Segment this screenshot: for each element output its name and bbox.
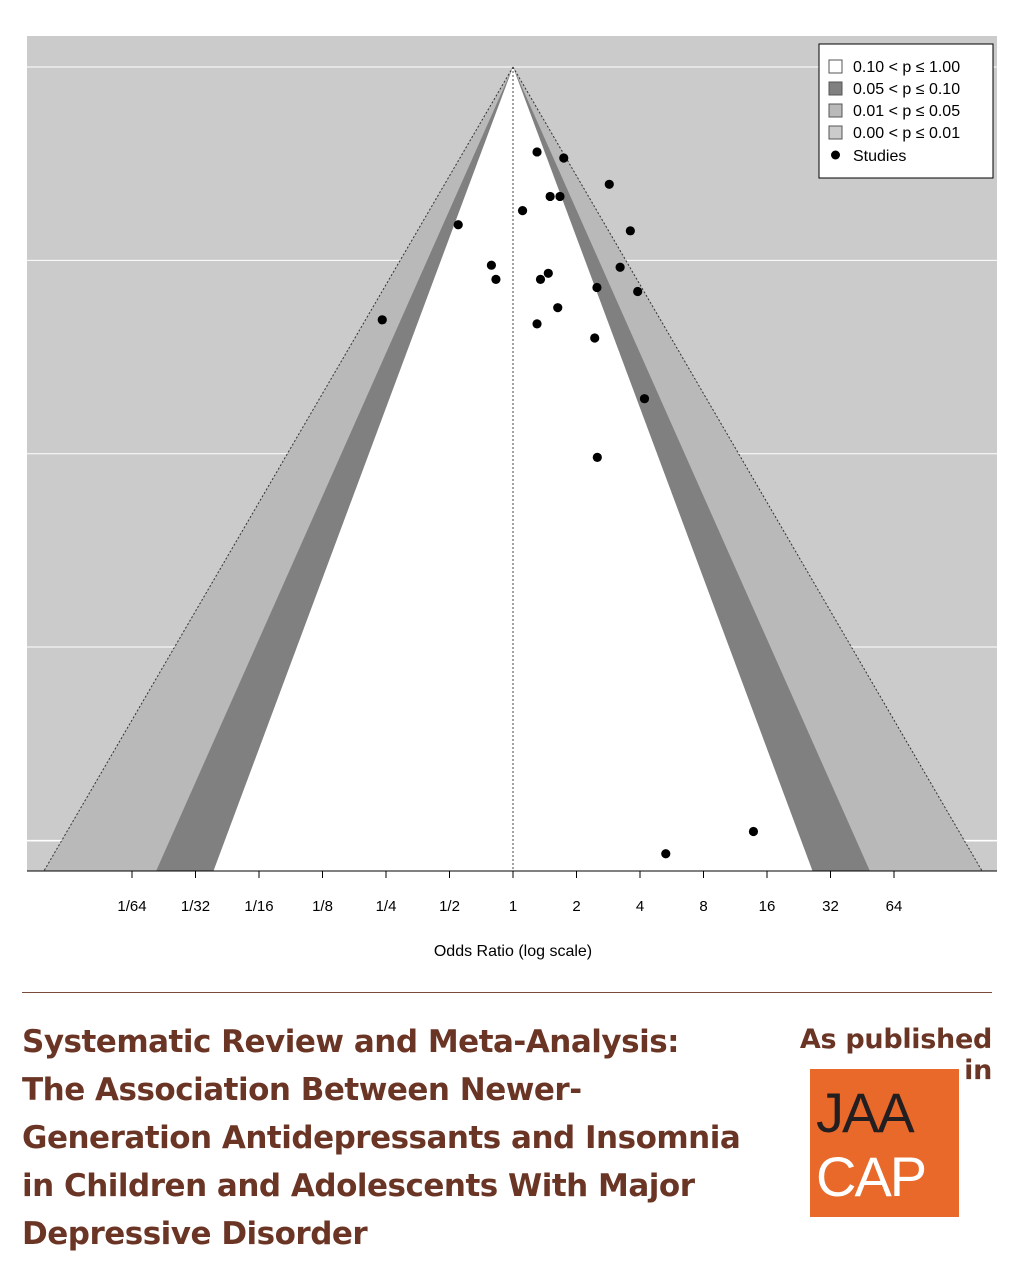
study-point [592, 452, 602, 462]
legend: 0.10 < p ≤ 1.00 0.05 < p ≤ 0.10 0.01 < p… [818, 43, 994, 179]
study-point [491, 274, 501, 284]
funnel-edge-left [43, 66, 514, 872]
study-point [639, 394, 650, 404]
legend-box [818, 43, 994, 179]
legend-swatch-1 [828, 59, 843, 74]
study-point [553, 303, 563, 313]
study-point [559, 153, 569, 163]
legend-swatch-4 [828, 125, 843, 140]
funnel-edge-right [512, 66, 983, 872]
study-point [543, 268, 553, 278]
study-point [453, 220, 463, 230]
study-point [532, 319, 542, 329]
study-point [486, 260, 497, 270]
x-tick-label: 8 [699, 898, 707, 915]
legend-label-studies: Studies [853, 148, 906, 165]
x-tick-label: 1 [509, 898, 517, 915]
logo-text-top: JAA [816, 1081, 915, 1144]
title-line: Systematic Review and Meta-Analysis: [22, 1024, 680, 1060]
legend-label-1: 0.10 < p ≤ 1.00 [853, 59, 960, 76]
article-title: Systematic Review and Meta-Analysis: The… [22, 1018, 762, 1258]
x-tick-label: 1/64 [117, 898, 146, 915]
title-line: The Association Between Newer- [22, 1072, 582, 1108]
legend-label-3: 0.01 < p ≤ 0.05 [853, 103, 960, 120]
jaacap-logo: JAA CAP [810, 1069, 959, 1217]
logo-text-bottom: CAP [816, 1145, 927, 1208]
study-point [661, 849, 671, 859]
study-point [590, 333, 600, 343]
x-tick-label: 1/16 [244, 898, 273, 915]
x-tick-label: 64 [886, 898, 903, 915]
title-line: Depressive Disorder [22, 1216, 368, 1252]
study-point [377, 315, 387, 325]
x-tick-label: 1/8 [312, 898, 333, 915]
legend-swatch-2 [828, 81, 843, 96]
funnel-plot: 1/64 1/32 1/16 1/8 1/4 1/2 1 2 4 8 16 32 64 Odds Rat… [27, 36, 997, 960]
study-point [604, 179, 614, 189]
x-tick-label: 32 [822, 898, 839, 915]
x-tick-label: 4 [636, 898, 644, 915]
published-in-label: As published in [799, 1024, 992, 1086]
study-point [633, 286, 643, 297]
x-tick-label: 1/32 [181, 898, 210, 915]
legend-marker-studies [831, 150, 840, 160]
title-line: Generation Antidepressants and Insomnia [22, 1120, 741, 1156]
x-tick-label: 2 [572, 898, 580, 915]
study-point [532, 147, 542, 157]
study-point [535, 274, 546, 284]
legend-label-4: 0.00 < p ≤ 0.01 [853, 125, 960, 142]
study-point [625, 226, 635, 236]
footer-divider [22, 992, 992, 993]
study-points [377, 147, 759, 859]
x-axis-ticks: 1/64 1/32 1/16 1/8 1/4 1/2 1 2 4 8 16 32 64 [117, 871, 902, 915]
study-point [545, 191, 555, 202]
study-point [517, 205, 528, 216]
x-tick-label: 16 [759, 898, 776, 915]
study-point [748, 826, 759, 837]
legend-label-2: 0.05 < p ≤ 0.10 [853, 81, 960, 98]
study-point [615, 262, 625, 272]
title-line: in Children and Adolescents With Major [22, 1168, 695, 1204]
study-point [592, 282, 602, 293]
x-tick-label: 1/4 [376, 898, 397, 915]
x-axis-title: Odds Ratio (log scale) [434, 943, 592, 960]
study-point [555, 191, 565, 202]
x-tick-label: 1/2 [439, 898, 460, 915]
legend-swatch-3 [828, 103, 843, 118]
